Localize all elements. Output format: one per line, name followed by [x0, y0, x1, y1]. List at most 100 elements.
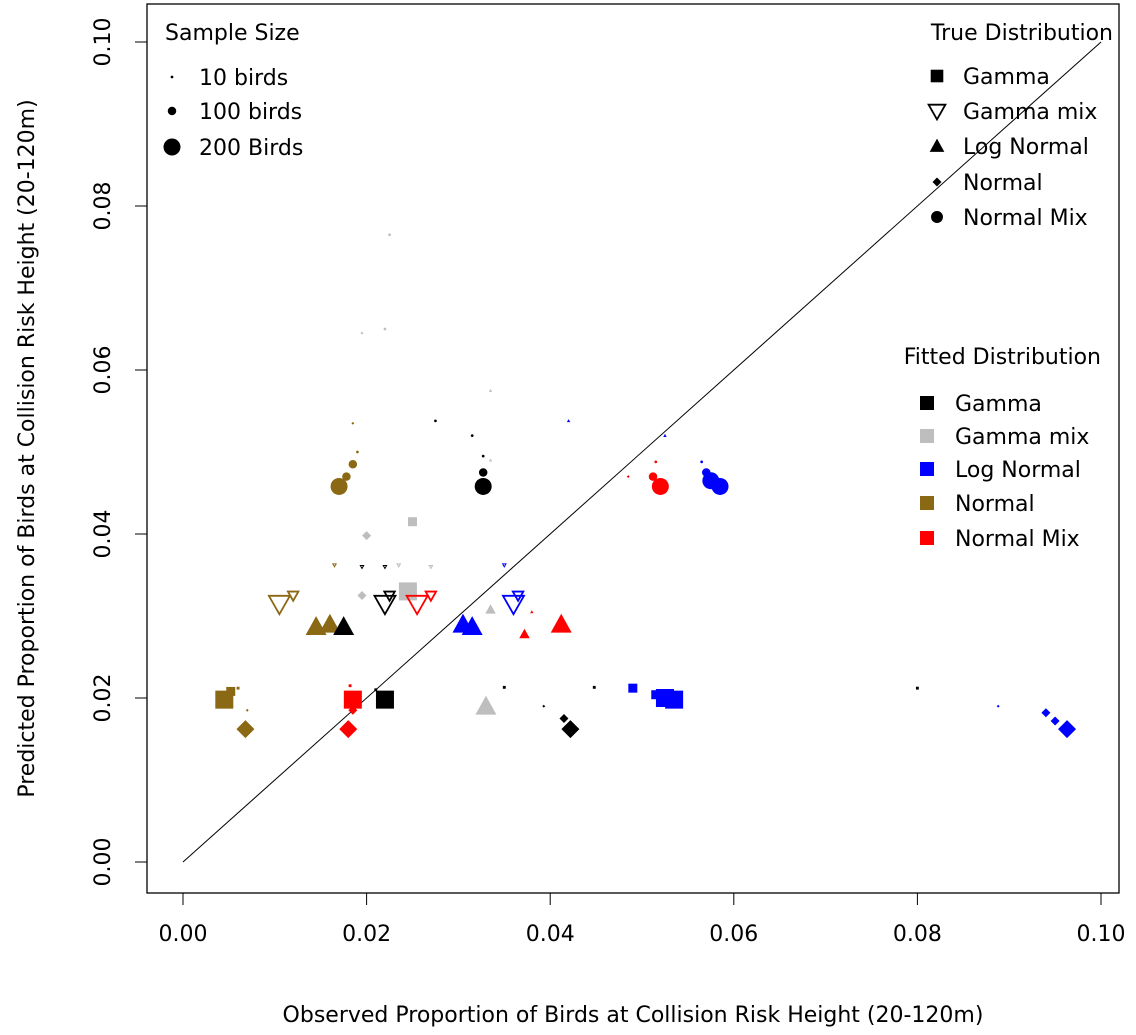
legend-color-swatch — [920, 429, 934, 443]
legend-color-swatch — [920, 531, 934, 545]
legend-shape-label: Normal Mix — [963, 206, 1088, 231]
y-tick-label: 0.06 — [91, 346, 116, 395]
data-point — [215, 690, 234, 709]
legend-size-label: 200 Birds — [199, 136, 303, 161]
data-point — [236, 686, 240, 690]
legend-shape-marker — [932, 177, 942, 187]
legend-color-swatch — [920, 462, 934, 476]
data-point — [502, 685, 506, 689]
data-point — [319, 613, 341, 633]
data-point — [550, 613, 572, 633]
x-tick-label: 0.10 — [1077, 922, 1126, 947]
axes: 0.00 0.02 0.04 0.06 0.08 0.10 0.00 0.02 0.04 0.06… — [15, 3, 1126, 1028]
data-point — [663, 433, 667, 437]
legend-color-label: Gamma mix — [955, 425, 1089, 450]
legend-shape-label: Gamma mix — [963, 100, 1097, 125]
legend-size-marker — [170, 75, 174, 79]
data-point — [428, 565, 434, 570]
data-point — [559, 714, 569, 723]
data-point — [405, 594, 430, 617]
data-point — [501, 594, 526, 617]
data-point — [501, 563, 507, 568]
data-point — [700, 460, 704, 464]
data-point — [343, 690, 362, 709]
x-tick-label: 0.06 — [709, 922, 758, 947]
legend-fitted-distribution-title: Fitted Distribution — [904, 345, 1101, 370]
x-tick-label: 0.02 — [342, 922, 391, 947]
legends: Sample Size 10 birds 100 birds 200 Birds Tru… — [163, 21, 1113, 552]
y-tick-label: 0.10 — [91, 18, 116, 67]
plot-area — [182, 41, 1102, 863]
data-point — [996, 704, 1000, 708]
legend-shape-marker — [929, 138, 945, 152]
data-point — [651, 477, 669, 495]
data-point — [915, 686, 919, 690]
y-tick-label: 0.02 — [91, 674, 116, 723]
x-axis-title: Observed Proportion of Birds at Collisio… — [283, 1003, 984, 1028]
data-point — [1050, 716, 1060, 726]
legend-color-swatch — [920, 496, 934, 510]
data-point — [648, 472, 658, 481]
data-point — [351, 421, 355, 425]
legend-size-marker — [167, 106, 177, 116]
data-point — [655, 689, 674, 707]
data-point — [654, 460, 658, 464]
data-point — [651, 690, 661, 700]
legend-color-label: Gamma — [955, 392, 1042, 417]
data-point — [374, 688, 378, 692]
data-point — [481, 454, 485, 458]
data-point — [702, 472, 720, 490]
data-point — [333, 616, 355, 636]
legend-color-label: Normal — [955, 492, 1035, 517]
data-point — [342, 472, 351, 481]
legend-color-label: Log Normal — [955, 458, 1081, 483]
data-point — [236, 720, 255, 739]
x-tick-label: 0.08 — [893, 922, 942, 947]
data-point — [359, 565, 365, 570]
data-point — [408, 517, 417, 527]
data-point — [475, 695, 497, 715]
data-point — [478, 468, 488, 477]
data-point — [348, 460, 358, 469]
legend-shape-label: Gamma — [963, 65, 1050, 90]
data-point — [461, 616, 483, 636]
data-point — [628, 683, 638, 693]
data-point — [530, 610, 534, 614]
legend-size-marker — [163, 138, 181, 156]
legend-shape-marker — [931, 211, 943, 223]
legend-true-distribution-title: True Distribution — [930, 21, 1113, 46]
data-point — [372, 594, 398, 617]
data-point — [519, 628, 530, 639]
data-point — [382, 565, 388, 570]
y-tick-label: 0.00 — [91, 838, 116, 887]
data-point — [470, 434, 474, 437]
data-point — [434, 419, 437, 423]
identity-line — [182, 41, 1102, 863]
data-point — [1041, 708, 1051, 718]
data-point — [357, 591, 367, 600]
data-point — [356, 450, 359, 454]
x-tick-label: 0.04 — [526, 922, 575, 947]
data-point — [566, 419, 571, 423]
data-point — [542, 704, 546, 708]
data-point — [383, 327, 387, 331]
x-tick-label: 0.00 — [159, 922, 208, 947]
data-point — [388, 233, 391, 237]
data-point — [592, 685, 596, 689]
legend-shape-label: Normal — [963, 171, 1043, 196]
data-point — [267, 594, 292, 617]
data-point — [396, 563, 402, 568]
data-point — [626, 475, 630, 479]
data-point — [331, 563, 338, 568]
data-point — [1058, 720, 1077, 739]
data-point — [330, 477, 348, 495]
data-point — [360, 331, 364, 335]
data-point — [245, 708, 249, 712]
data-point — [348, 684, 352, 688]
legend-sample-size-title: Sample Size — [165, 21, 300, 46]
legend-color-swatch — [920, 396, 934, 410]
data-point — [485, 604, 496, 614]
legend-size-label: 100 birds — [199, 100, 302, 125]
data-point — [362, 531, 372, 541]
